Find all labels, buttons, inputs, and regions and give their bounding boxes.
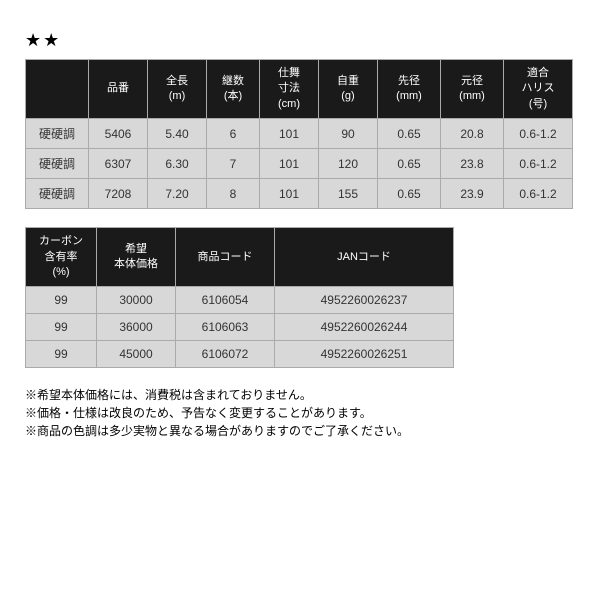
note-line: ※希望本体価格には、消費税は含まれておりません。 (25, 386, 575, 404)
cell: 23.8 (441, 149, 504, 179)
cell: 101 (260, 149, 319, 179)
cell: 101 (260, 119, 319, 149)
cell: 5.40 (148, 119, 207, 149)
spec-table-2: カーボン含有率(%) 希望本体価格 商品コード JANコード 99 30000 … (25, 227, 454, 368)
col-header: 希望本体価格 (97, 228, 176, 287)
table-row: 硬硬調 5406 5.40 6 101 90 0.65 20.8 0.6-1.2 (26, 119, 573, 149)
col-header: 継数(本) (207, 60, 260, 119)
cell: 155 (319, 179, 378, 209)
cell: 0.6-1.2 (504, 179, 573, 209)
table-row: 99 45000 6106072 4952260026251 (26, 341, 454, 368)
cell: 6106063 (176, 314, 275, 341)
cell: 5406 (89, 119, 148, 149)
col-header: 先径(mm) (378, 60, 441, 119)
col-header: 自重(g) (319, 60, 378, 119)
spec-table-1: 品番 全長(m) 継数(本) 仕舞寸法(cm) 自重(g) 先径(mm) 元径(… (25, 59, 573, 209)
cell: 30000 (97, 287, 176, 314)
table-header-row: 品番 全長(m) 継数(本) 仕舞寸法(cm) 自重(g) 先径(mm) 元径(… (26, 60, 573, 119)
col-header: JANコード (275, 228, 454, 287)
cell: 99 (26, 341, 97, 368)
table-row: 99 30000 6106054 4952260026237 (26, 287, 454, 314)
note-line: ※価格・仕様は改良のため、予告なく変更することがあります。 (25, 404, 575, 422)
col-header: 仕舞寸法(cm) (260, 60, 319, 119)
table-row: 99 36000 6106063 4952260026244 (26, 314, 454, 341)
cell: 0.6-1.2 (504, 149, 573, 179)
notes-block: ※希望本体価格には、消費税は含まれておりません。 ※価格・仕様は改良のため、予告… (25, 386, 575, 440)
cell: 7 (207, 149, 260, 179)
cell: 6106072 (176, 341, 275, 368)
cell: 0.65 (378, 119, 441, 149)
col-header: 元径(mm) (441, 60, 504, 119)
col-header: 全長(m) (148, 60, 207, 119)
cell: 23.9 (441, 179, 504, 209)
note-line: ※商品の色調は多少実物と異なる場合がありますのでご了承ください。 (25, 422, 575, 440)
cell: 硬硬調 (26, 149, 89, 179)
cell: 6.30 (148, 149, 207, 179)
col-header: 品番 (89, 60, 148, 119)
col-header: 商品コード (176, 228, 275, 287)
cell: 4952260026237 (275, 287, 454, 314)
cell: 120 (319, 149, 378, 179)
cell: 90 (319, 119, 378, 149)
cell: 硬硬調 (26, 179, 89, 209)
cell: 101 (260, 179, 319, 209)
cell: 8 (207, 179, 260, 209)
cell: 6106054 (176, 287, 275, 314)
cell: 6307 (89, 149, 148, 179)
cell: 36000 (97, 314, 176, 341)
col-header: カーボン含有率(%) (26, 228, 97, 287)
rating-stars: ★★ (25, 30, 575, 51)
table-row: 硬硬調 7208 7.20 8 101 155 0.65 23.9 0.6-1.… (26, 179, 573, 209)
cell: 4952260026251 (275, 341, 454, 368)
table-header-row: カーボン含有率(%) 希望本体価格 商品コード JANコード (26, 228, 454, 287)
cell: 硬硬調 (26, 119, 89, 149)
cell: 45000 (97, 341, 176, 368)
col-header: 適合ハリス(号) (504, 60, 573, 119)
cell: 7.20 (148, 179, 207, 209)
cell: 4952260026244 (275, 314, 454, 341)
cell: 0.65 (378, 149, 441, 179)
cell: 99 (26, 314, 97, 341)
cell: 0.65 (378, 179, 441, 209)
cell: 99 (26, 287, 97, 314)
cell: 20.8 (441, 119, 504, 149)
table-row: 硬硬調 6307 6.30 7 101 120 0.65 23.8 0.6-1.… (26, 149, 573, 179)
cell: 7208 (89, 179, 148, 209)
cell: 6 (207, 119, 260, 149)
cell: 0.6-1.2 (504, 119, 573, 149)
col-header (26, 60, 89, 119)
